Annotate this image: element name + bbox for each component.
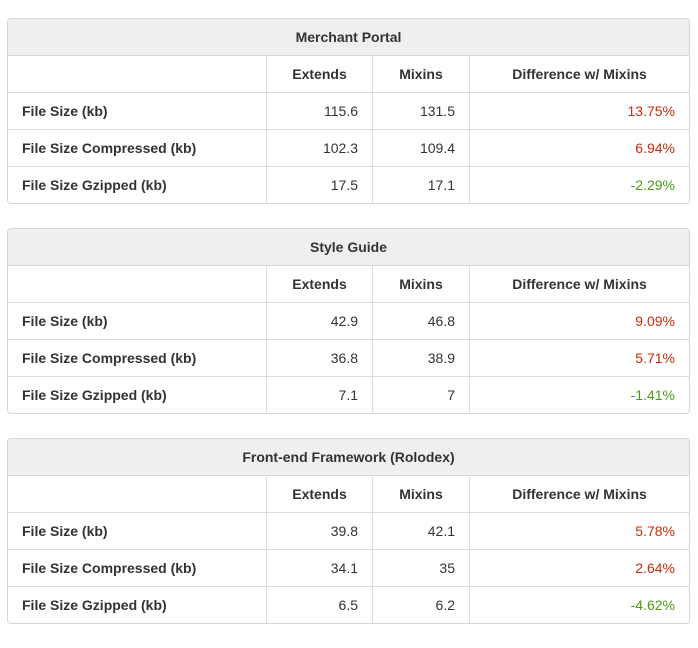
difference-value: 2.64%: [635, 560, 675, 576]
table-row: File Size Compressed (kb) 36.8 38.9 5.71…: [8, 340, 689, 377]
row-label: File Size Compressed (kb): [8, 130, 267, 166]
difference-value: -1.41%: [630, 387, 675, 403]
mixins-value: 6.2: [373, 587, 470, 623]
header-empty-cell: [8, 266, 267, 302]
row-label: File Size Compressed (kb): [8, 550, 267, 586]
row-label: File Size (kb): [8, 513, 267, 549]
mixins-value: 109.4: [373, 130, 470, 166]
extends-value: 36.8: [267, 340, 373, 376]
table-header-row: Extends Mixins Difference w/ Mixins: [8, 476, 689, 513]
table-header-row: Extends Mixins Difference w/ Mixins: [8, 56, 689, 93]
row-label: File Size (kb): [8, 93, 267, 129]
extends-value: 115.6: [267, 93, 373, 129]
table-row: File Size Gzipped (kb) 6.5 6.2 -4.62%: [8, 587, 689, 623]
table-front-end-framework: Front-end Framework (Rolodex) Extends Mi…: [7, 438, 690, 624]
mixins-value: 17.1: [373, 167, 470, 203]
table-row: File Size Compressed (kb) 34.1 35 2.64%: [8, 550, 689, 587]
table-title: Style Guide: [8, 229, 689, 266]
table-style-guide: Style Guide Extends Mixins Difference w/…: [7, 228, 690, 414]
table-title: Merchant Portal: [8, 19, 689, 56]
header-mixins: Mixins: [373, 476, 470, 512]
extends-value: 39.8: [267, 513, 373, 549]
table-row: File Size (kb) 42.9 46.8 9.09%: [8, 303, 689, 340]
mixins-value: 46.8: [373, 303, 470, 339]
mixins-value: 7: [373, 377, 470, 413]
difference-value: 5.71%: [635, 350, 675, 366]
row-label: File Size Gzipped (kb): [8, 587, 267, 623]
row-label: File Size Compressed (kb): [8, 340, 267, 376]
header-extends: Extends: [267, 56, 373, 92]
extends-value: 6.5: [267, 587, 373, 623]
extends-value: 102.3: [267, 130, 373, 166]
table-row: File Size Compressed (kb) 102.3 109.4 6.…: [8, 130, 689, 167]
table-row: File Size Gzipped (kb) 7.1 7 -1.41%: [8, 377, 689, 413]
header-mixins: Mixins: [373, 56, 470, 92]
header-mixins: Mixins: [373, 266, 470, 302]
difference-value: 9.09%: [635, 313, 675, 329]
table-title: Front-end Framework (Rolodex): [8, 439, 689, 476]
difference-value: -2.29%: [630, 177, 675, 193]
header-difference: Difference w/ Mixins: [512, 66, 647, 82]
difference-value: 6.94%: [635, 140, 675, 156]
comparison-tables: Merchant Portal Extends Mixins Differenc…: [7, 18, 690, 648]
table-row: File Size (kb) 115.6 131.5 13.75%: [8, 93, 689, 130]
extends-value: 7.1: [267, 377, 373, 413]
mixins-value: 35: [373, 550, 470, 586]
table-header-row: Extends Mixins Difference w/ Mixins: [8, 266, 689, 303]
header-empty-cell: [8, 476, 267, 512]
header-difference: Difference w/ Mixins: [512, 276, 647, 292]
header-empty-cell: [8, 56, 267, 92]
difference-value: 5.78%: [635, 523, 675, 539]
table-row: File Size Gzipped (kb) 17.5 17.1 -2.29%: [8, 167, 689, 203]
difference-value: 13.75%: [627, 103, 675, 119]
mixins-value: 38.9: [373, 340, 470, 376]
header-extends: Extends: [267, 476, 373, 512]
extends-value: 17.5: [267, 167, 373, 203]
mixins-value: 42.1: [373, 513, 470, 549]
extends-value: 34.1: [267, 550, 373, 586]
difference-value: -4.62%: [630, 597, 675, 613]
table-merchant-portal: Merchant Portal Extends Mixins Differenc…: [7, 18, 690, 204]
row-label: File Size Gzipped (kb): [8, 167, 267, 203]
row-label: File Size (kb): [8, 303, 267, 339]
mixins-value: 131.5: [373, 93, 470, 129]
header-difference: Difference w/ Mixins: [512, 486, 647, 502]
table-row: File Size (kb) 39.8 42.1 5.78%: [8, 513, 689, 550]
extends-value: 42.9: [267, 303, 373, 339]
header-extends: Extends: [267, 266, 373, 302]
row-label: File Size Gzipped (kb): [8, 377, 267, 413]
